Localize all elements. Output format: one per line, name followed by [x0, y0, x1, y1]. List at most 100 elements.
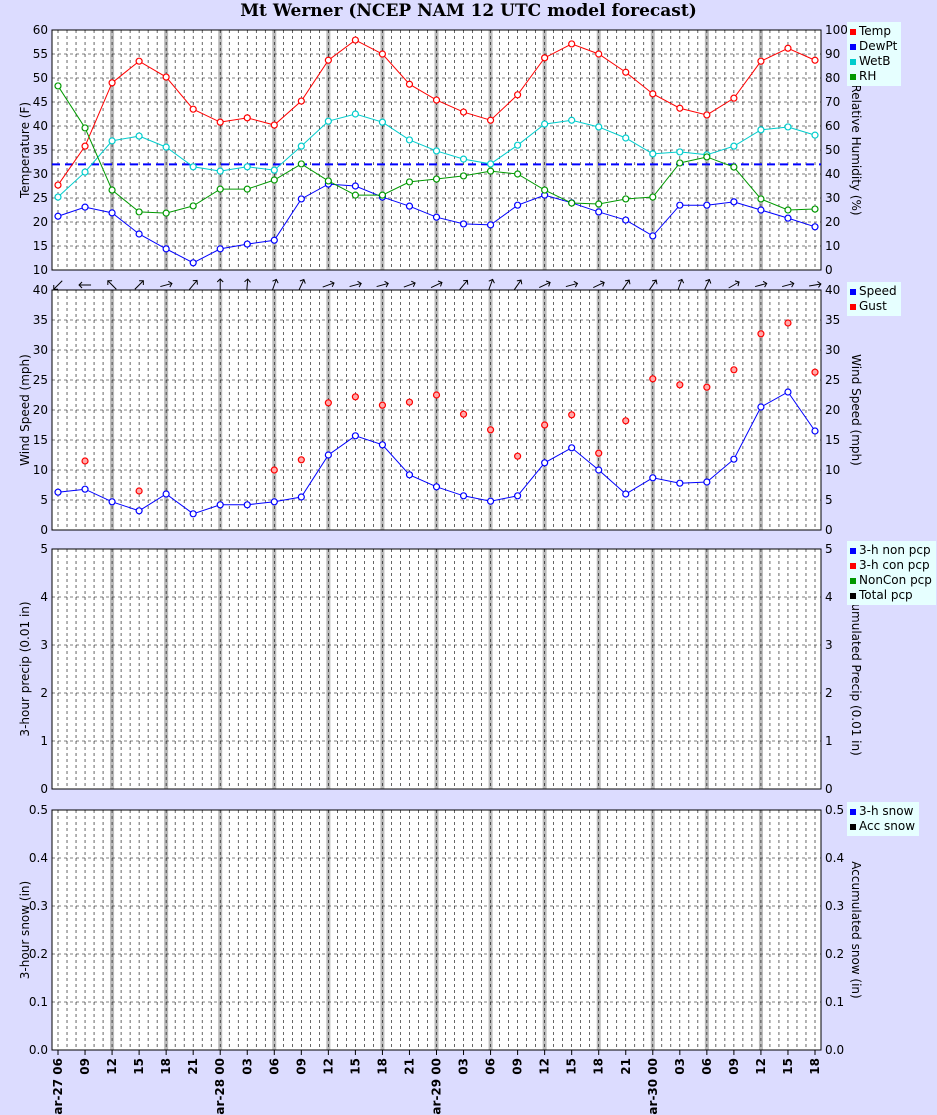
data-point	[757, 403, 765, 411]
y-tick-label: 0.2	[29, 947, 48, 961]
data-point	[514, 452, 522, 460]
data-point	[189, 259, 197, 267]
legend-label: NonCon pcp	[859, 573, 932, 587]
data-point	[405, 398, 414, 406]
data-point	[54, 181, 62, 189]
y-right-tick-label: 15	[825, 433, 840, 447]
legend-item: Acc snow	[850, 819, 915, 834]
y-tick-label: 5	[40, 493, 48, 507]
y-right-tick-label: 4	[825, 590, 833, 604]
y-right-tick-label: 0.1	[825, 995, 844, 1009]
wind-arrow-icon	[160, 280, 173, 288]
x-tick-label: 06	[700, 1058, 714, 1075]
data-point	[811, 368, 819, 376]
data-point	[595, 123, 603, 131]
y-right-axis-label: Accumulated snow (in)	[849, 861, 863, 998]
legend-label: 3-h con pcp	[859, 558, 930, 572]
data-point	[81, 124, 89, 132]
data-point	[514, 170, 522, 178]
y-tick-label: 50	[33, 71, 48, 85]
data-point	[514, 201, 522, 209]
data-point	[811, 56, 819, 64]
legend-item: DewPt	[850, 39, 897, 54]
wind-arrow-icon	[488, 278, 495, 291]
y-right-tick-label: 50	[825, 143, 840, 157]
data-point	[135, 230, 143, 238]
data-point	[405, 136, 414, 144]
data-point	[351, 182, 359, 190]
data-point	[622, 216, 630, 224]
y-tick-label: 20	[33, 403, 48, 417]
data-point	[784, 123, 792, 131]
data-point	[108, 186, 116, 194]
wind-arrow-icon	[403, 280, 416, 288]
y-tick-label: 55	[33, 47, 48, 61]
data-point	[432, 147, 441, 155]
legend-label: Total pcp	[859, 588, 913, 602]
y-tick-label: 5	[40, 542, 48, 556]
data-point	[297, 493, 305, 501]
y-tick-label: 0.4	[29, 851, 48, 865]
wind-arrow-icon	[376, 280, 389, 288]
y-tick-label: 15	[33, 433, 48, 447]
data-point	[676, 381, 684, 389]
panel-4: 0.0 0.1 0.2 0.3 0.4 0.5 0.0 0.1 0.2 0.3 0.4 0.5 3-ho…	[18, 803, 863, 1057]
data-point	[730, 163, 738, 171]
data-point	[676, 104, 684, 112]
data-point	[514, 492, 522, 500]
data-point	[622, 195, 630, 203]
y-tick-label: 15	[33, 239, 48, 253]
data-point	[730, 94, 738, 102]
x-tick-label: 12	[105, 1058, 119, 1075]
legend-swatch	[850, 43, 856, 50]
legend-item: Gust	[850, 299, 897, 314]
legend-swatch	[850, 288, 856, 295]
y-right-tick-label: 10	[825, 239, 840, 253]
data-point	[784, 214, 792, 222]
x-tick-label: 18	[159, 1058, 173, 1075]
series-temp	[54, 36, 819, 189]
data-point	[811, 131, 819, 139]
data-point	[81, 203, 89, 211]
data-point	[216, 118, 224, 126]
data-point	[243, 240, 251, 248]
data-point	[486, 160, 495, 168]
data-point	[270, 166, 278, 174]
wind-arrow-icon	[53, 280, 63, 290]
data-point	[162, 245, 170, 253]
wind-arrow-icon	[728, 280, 740, 289]
y-right-tick-label: 20	[825, 403, 840, 417]
data-point	[649, 375, 657, 383]
data-point	[351, 36, 359, 44]
data-point	[405, 80, 414, 88]
data-point	[216, 501, 224, 509]
data-point	[135, 132, 143, 140]
y-tick-label: 35	[33, 143, 48, 157]
data-point	[378, 401, 387, 409]
y-right-tick-label: 0	[825, 782, 833, 796]
legend-label: Speed	[859, 284, 897, 298]
y-tick-label: 40	[33, 283, 48, 297]
x-tick-label: 09	[727, 1058, 741, 1075]
legend-label: 3-h non pcp	[859, 543, 931, 557]
data-point	[297, 456, 305, 464]
x-tick-label: 09	[511, 1058, 525, 1075]
legend-item: Temp	[850, 24, 897, 39]
data-point	[162, 73, 170, 81]
data-point	[270, 121, 278, 129]
data-point	[541, 421, 549, 429]
data-point	[622, 68, 630, 76]
data-point	[703, 201, 711, 209]
wind-arrow-icon	[430, 280, 443, 288]
x-tick-label: 18	[808, 1058, 822, 1075]
data-point	[324, 177, 332, 185]
data-point	[649, 193, 657, 201]
data-point	[108, 79, 116, 87]
data-point	[568, 411, 576, 419]
x-tick-label: 03	[240, 1058, 254, 1075]
y-right-tick-label: 2	[825, 686, 833, 700]
data-point	[297, 195, 305, 203]
data-point	[54, 212, 62, 220]
x-tick-label: 12	[538, 1058, 552, 1075]
data-point	[595, 449, 603, 457]
